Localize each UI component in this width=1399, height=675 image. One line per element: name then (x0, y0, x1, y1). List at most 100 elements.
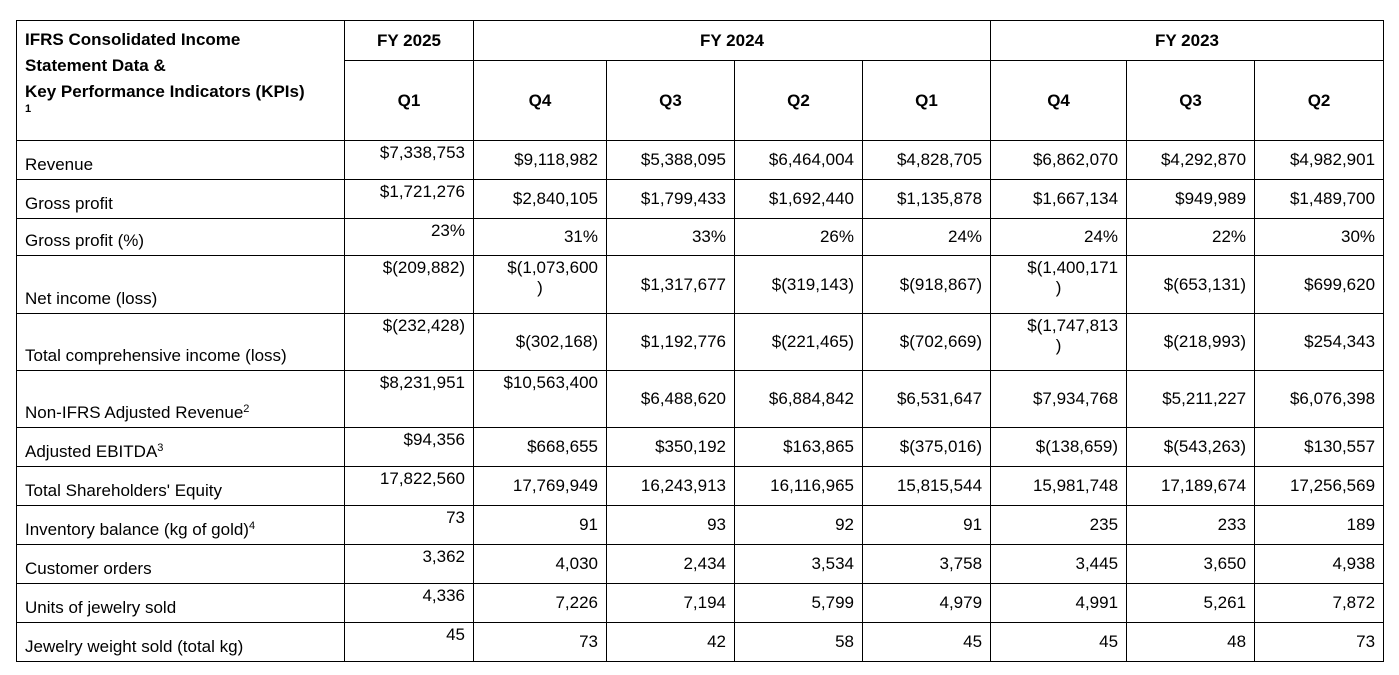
table-cell: 4,991 (990, 583, 1128, 623)
table-cell: 91 (473, 505, 607, 545)
cell-value: $(232,428) (382, 316, 465, 335)
cell-value: 48 (1227, 632, 1247, 651)
cell-value: 91 (963, 515, 983, 534)
row-label: Inventory balance (kg of gold)4 (16, 505, 345, 545)
cell-value: 24% (948, 227, 983, 246)
quarter-header: Q2 (1254, 60, 1385, 141)
table-cell: 17,256,569 (1254, 466, 1385, 506)
cell-value: 91 (579, 515, 598, 534)
cell-value: $699,620 (1304, 274, 1376, 294)
table-cell: $(1,400,171) (990, 255, 1128, 314)
quarter-header: Q1 (344, 60, 474, 141)
cell-value: $(221,465) (771, 332, 854, 351)
table-cell: 73 (473, 622, 607, 662)
row-label-text: Gross profit (25, 194, 113, 213)
cell-value: 17,822,560 (379, 469, 465, 488)
row-label-text: Revenue (25, 155, 94, 174)
wrapped-paren: ) (1055, 336, 1062, 355)
cell-value: $7,934,768 (1032, 389, 1119, 408)
cell-value: 7,194 (683, 593, 726, 612)
table-cell: $6,464,004 (734, 140, 863, 180)
table-cell: $1,692,440 (734, 179, 863, 219)
cell-value: 30% (1341, 227, 1376, 246)
table-cell: 4,938 (1254, 544, 1385, 584)
cell-value: $(702,669) (899, 332, 983, 351)
table-cell: $130,557 (1254, 427, 1385, 467)
table-cell: 235 (990, 505, 1128, 545)
table-row: Customer orders 3,362 4,030 2,434 3,534 3,758… (16, 544, 1385, 584)
table-row: Revenue $7,338,753 $9,118,982 $5,388,095 $6,… (16, 140, 1385, 180)
cell-value: 4,979 (939, 593, 983, 612)
cell-value: 73 (579, 632, 598, 651)
table-row: Non-IFRS Adjusted Revenue2 $8,231,951 $10,… (16, 370, 1385, 428)
table-cell: 15,815,544 (861, 466, 992, 506)
cell-value: 17,256,569 (1289, 476, 1376, 495)
table-cell: 4,336 (344, 583, 474, 623)
table-cell: $(218,993) (1126, 313, 1256, 371)
cell-value: $(375,016) (899, 437, 983, 456)
cell-value: $(1,073,600 (507, 258, 598, 277)
table-row: Gross profit (%) 23% 31% 33% 26% 24% 24% 22% 30% (16, 218, 1385, 256)
wrapped-paren: ) (1055, 278, 1062, 297)
table-cell: $1,192,776 (606, 313, 735, 371)
cell-value: 5,799 (811, 593, 854, 612)
cell-value: 73 (446, 508, 465, 527)
table-cell: $8,231,951 (344, 370, 474, 428)
cell-value: 4,991 (1075, 593, 1119, 612)
cell-value: $6,464,004 (768, 150, 854, 169)
table-cell: 3,758 (861, 544, 992, 584)
cell-value: 5,261 (1203, 593, 1247, 612)
table-cell: 73 (344, 505, 474, 545)
cell-value: 73 (1356, 632, 1376, 651)
table-cell: 3,362 (344, 544, 474, 584)
table-cell: $(653,131) (1126, 255, 1256, 314)
quarter-header: Q2 (734, 60, 863, 141)
cell-value: $6,531,647 (896, 389, 983, 408)
table-cell: 31% (473, 218, 607, 256)
row-label-text: Total Shareholders' Equity (25, 481, 222, 500)
cell-value: $(653,131) (1163, 274, 1247, 294)
table-row: Inventory balance (kg of gold)4 73 91 93 92 9… (16, 505, 1385, 545)
cell-value: 15,981,748 (1032, 476, 1119, 495)
table-cell: 7,872 (1254, 583, 1385, 623)
table-cell: 15,981,748 (990, 466, 1128, 506)
cell-value: 189 (1346, 515, 1376, 534)
cell-value: 4,938 (1332, 554, 1376, 573)
table-cell: 73 (1254, 622, 1385, 662)
cell-value: $4,982,901 (1289, 150, 1376, 169)
cell-value: 3,534 (811, 554, 854, 573)
cell-value: $(319,143) (771, 274, 854, 294)
row-label: Non-IFRS Adjusted Revenue2 (16, 370, 345, 428)
cell-value: $(302,168) (515, 332, 598, 351)
cell-value: $1,135,878 (896, 189, 983, 208)
row-label: Net income (loss) (16, 255, 345, 314)
cell-value: $1,799,433 (640, 189, 726, 208)
table-title: IFRS Consolidated Income Statement Data … (16, 20, 345, 141)
table-cell: $350,192 (606, 427, 735, 467)
cell-value: 16,243,913 (640, 476, 726, 495)
table-cell: $1,489,700 (1254, 179, 1385, 219)
cell-value: $94,356 (403, 430, 465, 449)
table-cell: $949,989 (1126, 179, 1256, 219)
row-label: Total Shareholders' Equity (16, 466, 345, 506)
table-cell: 2,434 (606, 544, 735, 584)
footnote-marker: 3 (157, 442, 164, 454)
table-cell: $4,982,901 (1254, 140, 1385, 180)
cell-value: 17,769,949 (512, 476, 598, 495)
cell-value: $4,828,705 (896, 150, 983, 169)
cell-value: $163,865 (783, 437, 854, 456)
header-fy2025: FY 2025 (344, 20, 474, 61)
row-label-text: Inventory balance (kg of gold) (25, 520, 249, 539)
cell-value: 7,872 (1332, 593, 1376, 612)
cell-value: $668,655 (527, 437, 598, 456)
cell-value: $10,563,400 (503, 373, 598, 392)
row-label-text: Units of jewelry sold (25, 598, 177, 617)
cell-value: $1,317,677 (640, 274, 726, 294)
header-fy2024: FY 2024 (472, 20, 992, 61)
cell-value: 45 (446, 625, 465, 644)
cell-value: 233 (1217, 515, 1247, 534)
table-cell: 45 (990, 622, 1128, 662)
cell-value: $5,388,095 (640, 150, 726, 169)
table-cell: $6,531,647 (861, 370, 992, 428)
table-cell: 17,822,560 (344, 466, 474, 506)
